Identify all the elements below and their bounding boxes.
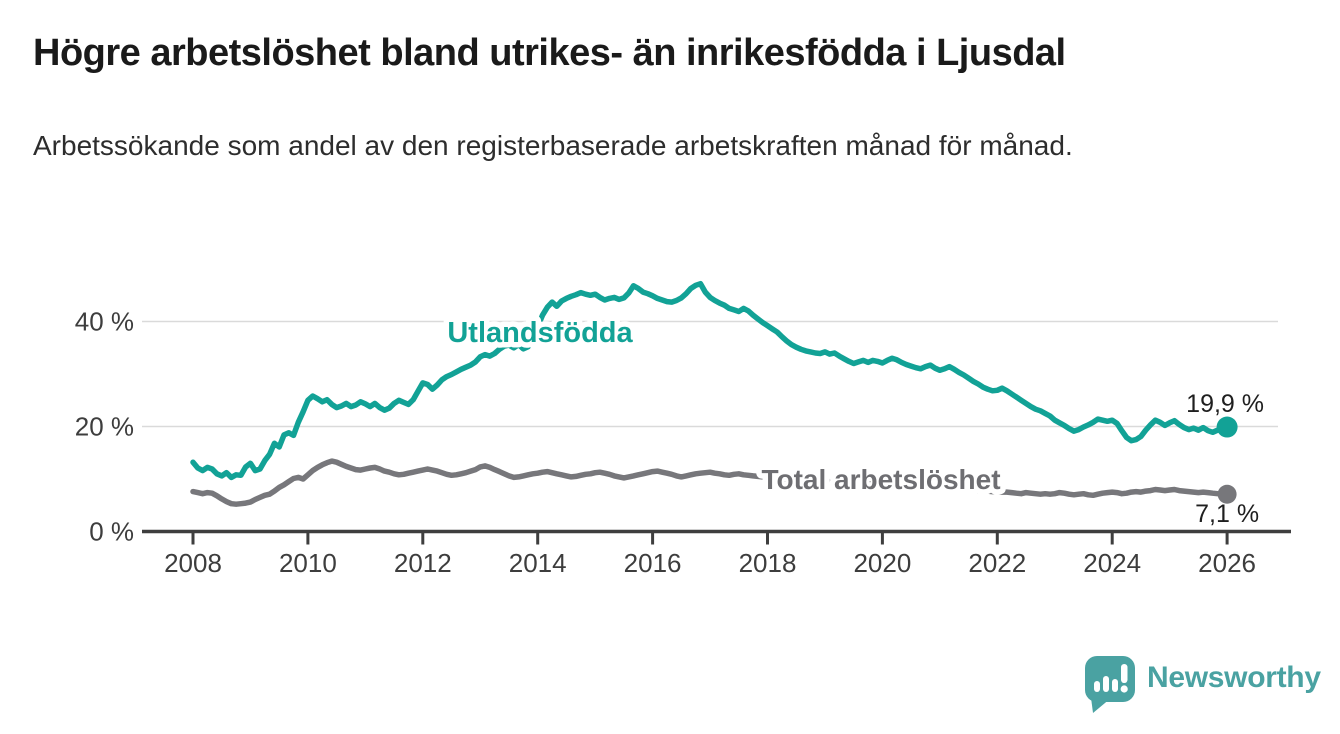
chart-subtitle: Arbetssökande som andel av den registerb… — [33, 130, 1073, 161]
x-tick-label-2016: 2016 — [624, 548, 682, 578]
series-label-utlandsfodda: Utlandsfödda — [447, 317, 633, 349]
value-label-total-arbetsloshet: 7,1 % — [1195, 500, 1259, 528]
newsworthy-logo: Newsworthy — [1084, 652, 1321, 716]
x-tick-label-2020: 2020 — [853, 548, 911, 578]
page-title: Högre arbetslöshet bland utrikes- än inr… — [33, 32, 1066, 74]
endpoint-dot-utlandsfodda — [1216, 416, 1238, 438]
y-axis-label-40: 40 % — [75, 307, 134, 337]
value-label-utlandsfodda: 19,9 % — [1186, 390, 1264, 418]
x-tick-label-2018: 2018 — [739, 548, 797, 578]
y-axis-label-20: 20 % — [75, 412, 134, 442]
x-tick-label-2026: 2026 — [1198, 548, 1256, 578]
x-tick-label-2012: 2012 — [394, 548, 452, 578]
y-axis-label-0: 0 % — [89, 517, 134, 547]
x-tick-label-2010: 2010 — [279, 548, 337, 578]
x-tick-label-2022: 2022 — [968, 548, 1026, 578]
series-line-utlandsfodda — [190, 280, 1230, 481]
newsworthy-wordmark: Newsworthy — [1147, 661, 1321, 694]
x-tick-label-2014: 2014 — [509, 548, 567, 578]
series-label-total-arbetsloshet: Total arbetslöshet — [761, 464, 1000, 495]
endpoint-dot-total-arbetsloshet — [1217, 484, 1237, 504]
newsworthy-chart-bubble-icon — [1085, 656, 1135, 713]
x-tick-label-2008: 2008 — [164, 548, 222, 578]
x-tick-label-2024: 2024 — [1083, 548, 1141, 578]
series-line-total-arbetsloshet — [190, 458, 1230, 507]
